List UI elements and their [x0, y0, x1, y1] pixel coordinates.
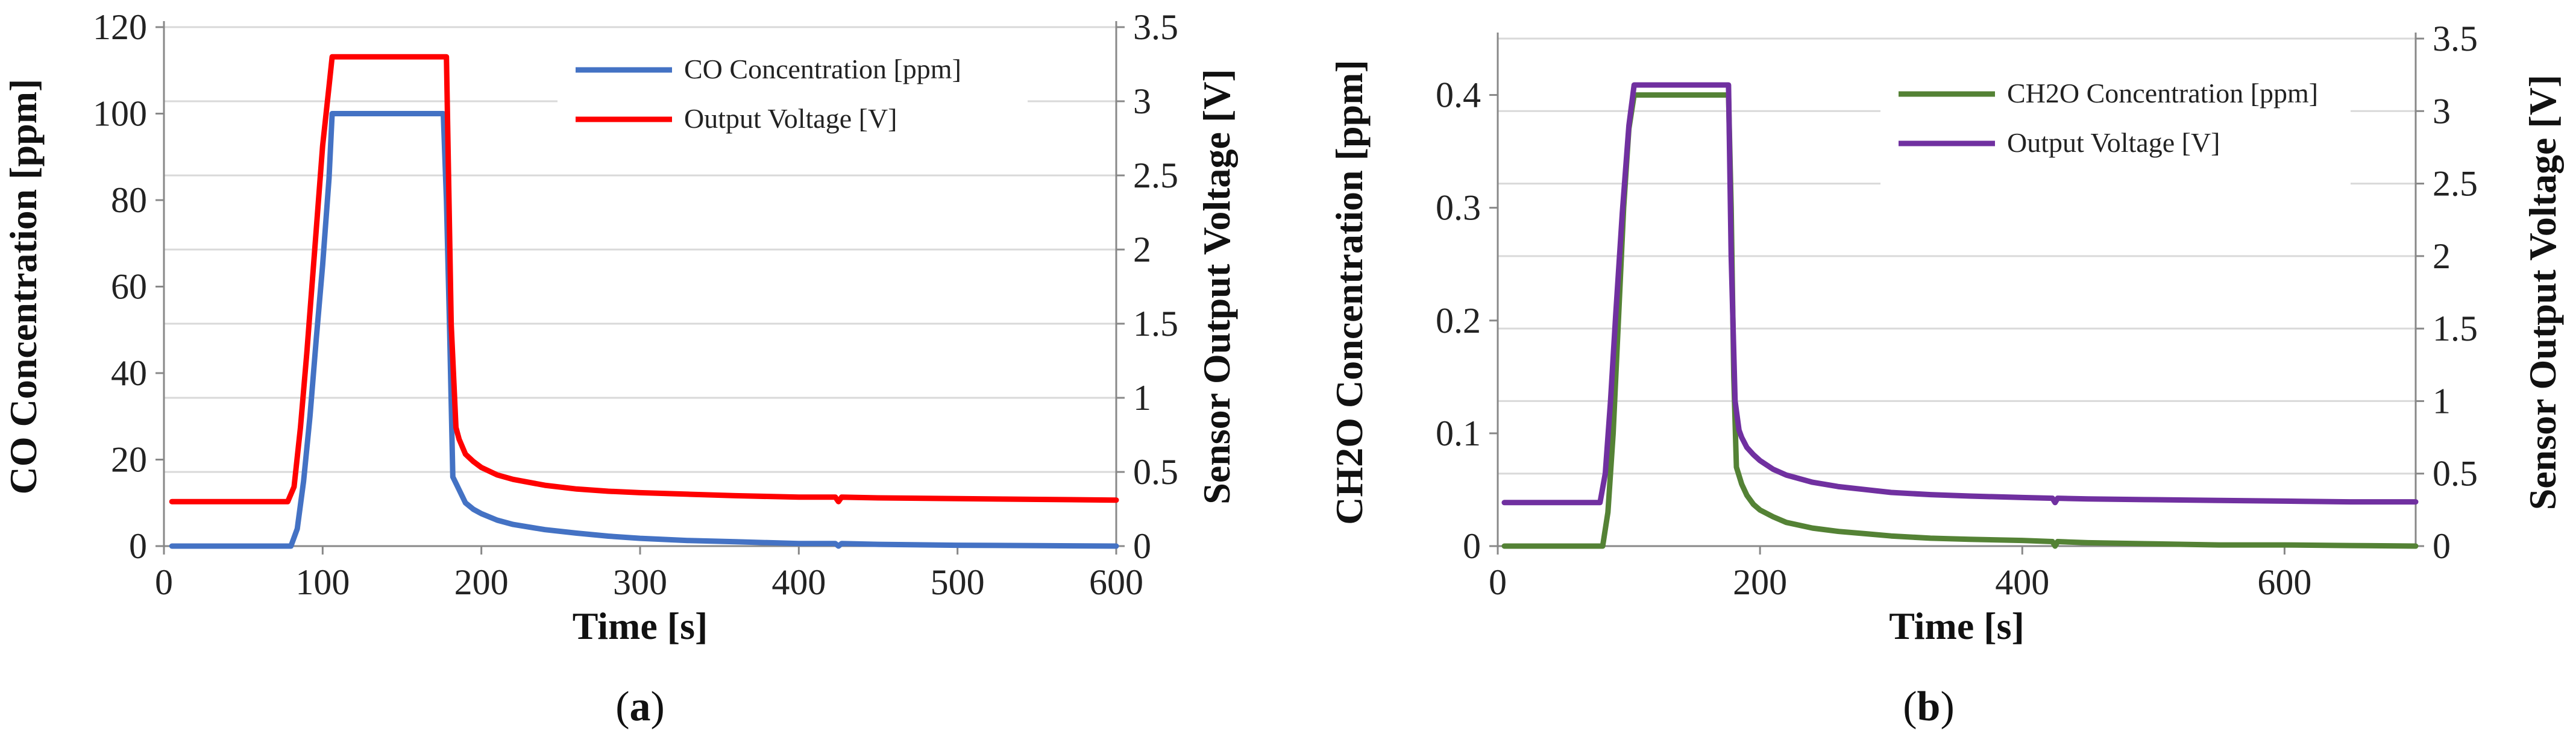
- caption-paren-open: (: [1903, 684, 1917, 730]
- y-axis-label: CO Concentration [ppm]: [2, 79, 45, 495]
- y2-tick-label: 3: [2433, 91, 2451, 131]
- x-tick-label: 300: [613, 562, 667, 602]
- legend-background: [558, 42, 1028, 165]
- panel-caption: (a): [615, 684, 665, 730]
- y-tick-label: 120: [93, 7, 147, 47]
- x-tick-label: 600: [1089, 562, 1143, 602]
- x-axis-label: Time [s]: [573, 605, 708, 647]
- x-tick-label: 600: [2257, 562, 2311, 602]
- legend: CO Concentration [ppm] Output Voltage [V]: [558, 42, 1028, 165]
- y-tick-label: 20: [111, 440, 147, 480]
- y2-tick-label: 0: [1133, 526, 1151, 566]
- chart-panel-b: 0 200 400 600 0 0.1 0.2 0.3 0.4 0 0.5 1 1.5 2 2.5 3 3.5 T…: [1328, 19, 2564, 730]
- y2-tick-label: 3.5: [1133, 7, 1178, 47]
- y-axis-label: CH2O Concentration [ppm]: [1328, 60, 1371, 525]
- caption-paren-open: (: [615, 684, 629, 730]
- x-tick-label: 500: [931, 562, 985, 602]
- y2-tick-label: 3.5: [2433, 19, 2478, 58]
- y-tick-label: 60: [111, 267, 147, 307]
- y2-tick-label: 2: [2433, 236, 2451, 276]
- legend-label-2: Output Voltage [V]: [2007, 127, 2220, 158]
- series-line-1: [169, 111, 1119, 549]
- y2-tick-label: 2.5: [1133, 156, 1178, 195]
- caption-paren-close: ): [1940, 684, 1954, 730]
- y2-axis-label: Sensor Output Voltage [V]: [2521, 75, 2564, 510]
- panel-caption: (b): [1903, 684, 1955, 730]
- caption-paren-close: ): [651, 684, 665, 730]
- legend-label-1: CO Concentration [ppm]: [684, 54, 961, 84]
- y2-tick-label: 2.5: [2433, 164, 2478, 204]
- y2-tick-label: 1: [1133, 378, 1151, 418]
- y-tick-label: 0.1: [1436, 413, 1481, 453]
- series-line-2: [169, 54, 1119, 505]
- y-tick-label: 100: [93, 94, 147, 134]
- x-tick-label: 400: [771, 562, 826, 602]
- series-line-2: [1501, 82, 2419, 506]
- y2-tick-label: 2: [1133, 230, 1151, 269]
- y-tick-label: 0: [129, 526, 147, 566]
- x-tick-label: 0: [155, 562, 173, 602]
- y2-tick-label: 3: [1133, 81, 1151, 121]
- x-tick-label: 200: [454, 562, 509, 602]
- x-axis-label: Time [s]: [1889, 605, 2025, 647]
- y-tick-label: 0.3: [1436, 188, 1481, 228]
- y-tick-label: 0.4: [1436, 75, 1481, 115]
- caption-letter: a: [630, 684, 651, 730]
- chart-panel-a: 0 100 200 300 400 500 60002040608010012000.511…: [2, 7, 1238, 730]
- caption-letter: b: [1917, 684, 1941, 730]
- legend-label-2: Output Voltage [V]: [684, 103, 897, 134]
- y-tick-label: 80: [111, 180, 147, 220]
- x-tick-label: 100: [295, 562, 350, 602]
- y2-tick-label: 1.5: [2433, 309, 2478, 348]
- y-tick-label: 0.2: [1436, 301, 1481, 341]
- y2-tick-label: 1.5: [1133, 304, 1178, 344]
- y-tick-label: 40: [111, 353, 147, 393]
- x-tick-label: 200: [1733, 562, 1787, 602]
- x-tick-label: 400: [1995, 562, 2049, 602]
- legend-background: [1880, 66, 2351, 189]
- y-tick-label: 0: [1463, 526, 1481, 566]
- y2-axis-label: Sensor Output Voltage [V]: [1195, 69, 1238, 504]
- legend-label-1: CH2O Concentration [ppm]: [2007, 78, 2318, 108]
- y2-tick-label: 1: [2433, 381, 2451, 421]
- y2-tick-label: 0.5: [1133, 452, 1178, 492]
- y2-tick-label: 0: [2433, 526, 2451, 566]
- legend: CH2O Concentration [ppm] Output Voltage […: [1880, 66, 2351, 189]
- y2-tick-label: 0.5: [2433, 454, 2478, 494]
- x-tick-label: 0: [1489, 562, 1507, 602]
